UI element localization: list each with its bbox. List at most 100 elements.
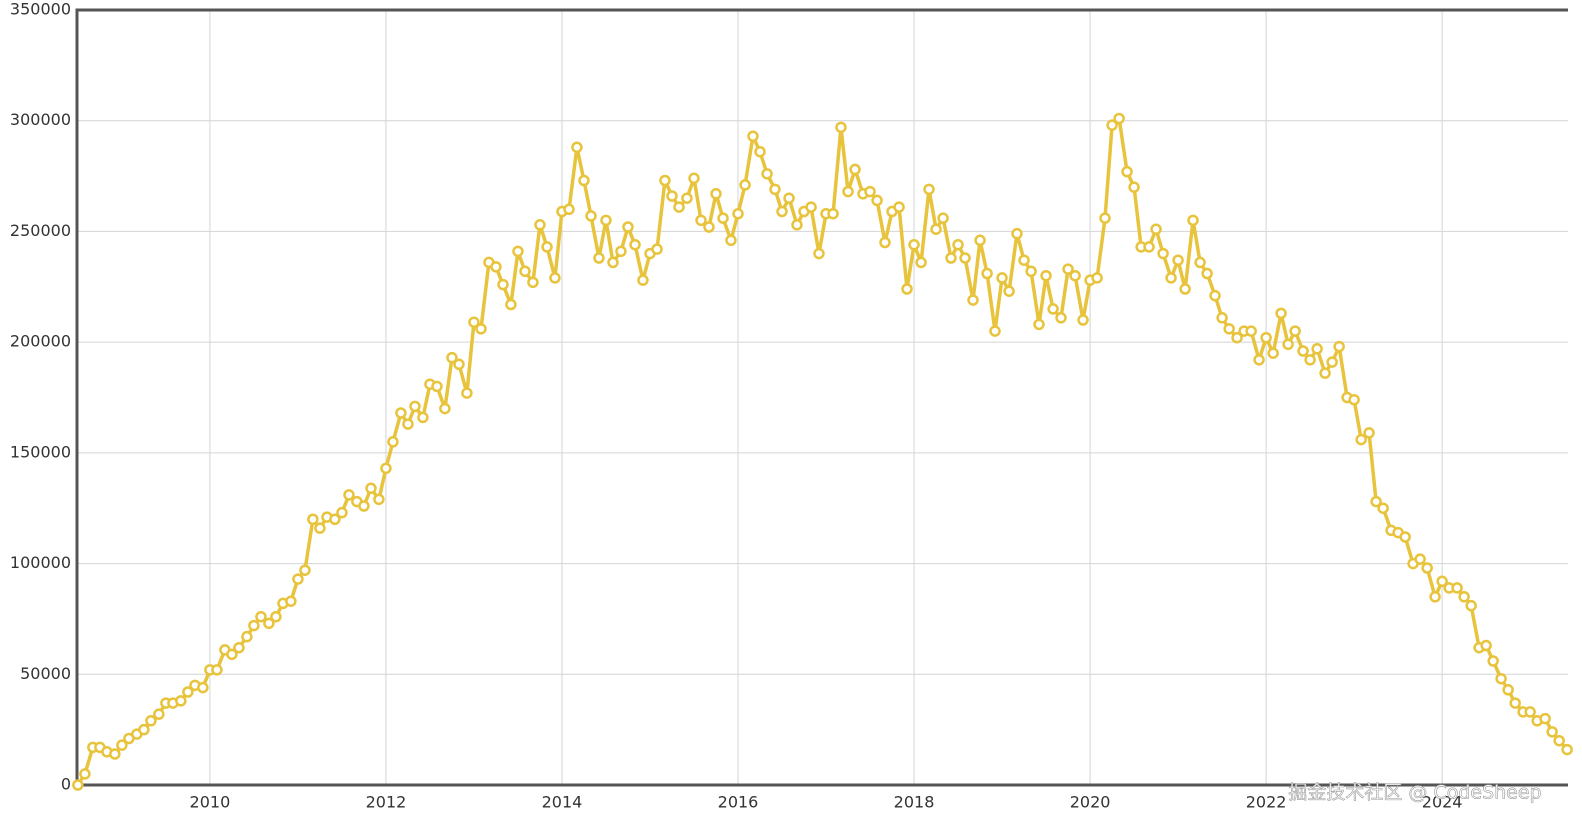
point [1399,531,1411,543]
point [739,179,751,191]
point [578,174,590,187]
point [475,323,487,335]
point [1282,338,1294,351]
point [1033,318,1045,331]
point [1143,241,1155,253]
point [1150,223,1162,235]
point [835,121,847,134]
y-tick-label: 300000 [10,110,71,129]
point [1194,256,1206,269]
point [1209,289,1221,302]
point [945,252,957,264]
point [673,201,685,213]
point [1025,265,1037,278]
point [981,267,993,280]
point [1333,340,1345,353]
point [600,214,612,227]
point [497,278,509,291]
point [145,715,157,727]
point [695,214,707,227]
point [1011,227,1023,240]
point [453,358,465,371]
point [343,489,355,501]
line [76,116,1569,786]
point [629,238,641,251]
point [893,201,905,213]
point [615,245,627,258]
point [226,648,238,661]
point [417,411,429,424]
point [1480,639,1492,652]
point [1451,582,1463,594]
point [336,506,348,519]
point [197,681,209,694]
x-tick-label: 2018 [894,793,935,812]
point [1326,356,1338,368]
point [783,192,795,204]
point [395,407,407,419]
point [754,145,766,158]
point [593,252,605,264]
point [1539,712,1551,725]
x-tick-label: 2024 [1422,793,1463,812]
point [248,619,260,632]
point [1311,343,1323,355]
point [307,513,319,526]
point [402,418,414,430]
y-tick-label: 0 [61,775,71,794]
point [1495,672,1507,685]
point [1275,307,1287,320]
point [1297,345,1309,357]
point [571,141,583,154]
point [1216,312,1228,324]
point [1421,562,1433,574]
x-tick-label: 2020 [1070,793,1111,812]
point [776,205,788,218]
point [996,272,1008,284]
point [710,188,722,200]
point [153,708,165,720]
point [1363,427,1375,439]
point [1040,269,1052,282]
y-tick-label: 50000 [20,664,71,683]
point [505,298,517,311]
point [299,564,311,576]
point [842,185,854,198]
point [255,610,267,623]
point [717,212,729,224]
point [285,595,297,607]
point [1165,272,1177,284]
point [1201,267,1213,280]
point [849,163,861,176]
point [270,610,282,623]
point [1091,272,1103,284]
point [365,482,377,495]
point [116,739,128,751]
point [1377,502,1389,514]
point [1128,181,1140,193]
point [1487,655,1499,667]
point [512,245,524,258]
point [967,294,979,306]
point [1253,354,1265,366]
x-tick-label: 2016 [718,793,759,812]
point [1502,684,1514,696]
point [1069,269,1081,282]
point [923,183,935,196]
point [747,130,759,142]
point [109,748,121,760]
point [1414,553,1426,565]
point [233,641,245,654]
point [1113,112,1125,125]
point [1062,263,1074,275]
point [1370,495,1382,508]
axis-frame [75,8,1568,787]
point [490,261,502,273]
point [666,190,678,202]
point [175,695,187,707]
point [688,172,700,185]
point [989,325,1001,337]
point [1524,706,1536,718]
